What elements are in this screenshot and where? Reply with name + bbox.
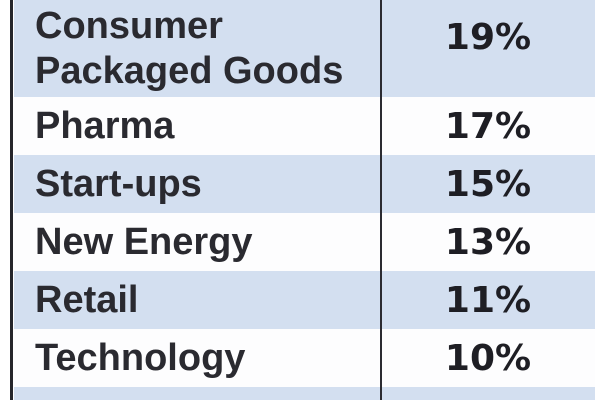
sector-value: 15% [444,163,532,205]
sector-label: Retail [35,278,139,321]
table-row: Consumer Packaged Goods 19% [14,0,595,97]
table-left-border [10,0,13,400]
sector-label: Start-ups [35,162,202,205]
sector-label: Pharma [35,104,175,147]
table-row: Retail 11% [14,271,595,329]
table-row: Start-ups 15% [14,155,595,213]
sector-value: 11% [444,279,532,321]
sector-value: 13% [444,221,532,263]
table-rows: Consumer Packaged Goods 19% Pharma 17% S… [14,0,595,400]
table-row: Pharma 17% [14,97,595,155]
sector-label: Consumer Packaged Goods [35,4,344,92]
sector-value: 17% [444,105,532,147]
table-row-partial [14,387,595,400]
table-row: New Energy 13% [14,213,595,271]
sector-value: 19% [444,17,532,58]
column-divider [380,0,382,400]
sector-label: Technology [35,336,246,379]
sector-value: 10% [444,337,532,379]
table-row: Technology 10% [14,329,595,387]
sector-label: New Energy [35,220,253,263]
